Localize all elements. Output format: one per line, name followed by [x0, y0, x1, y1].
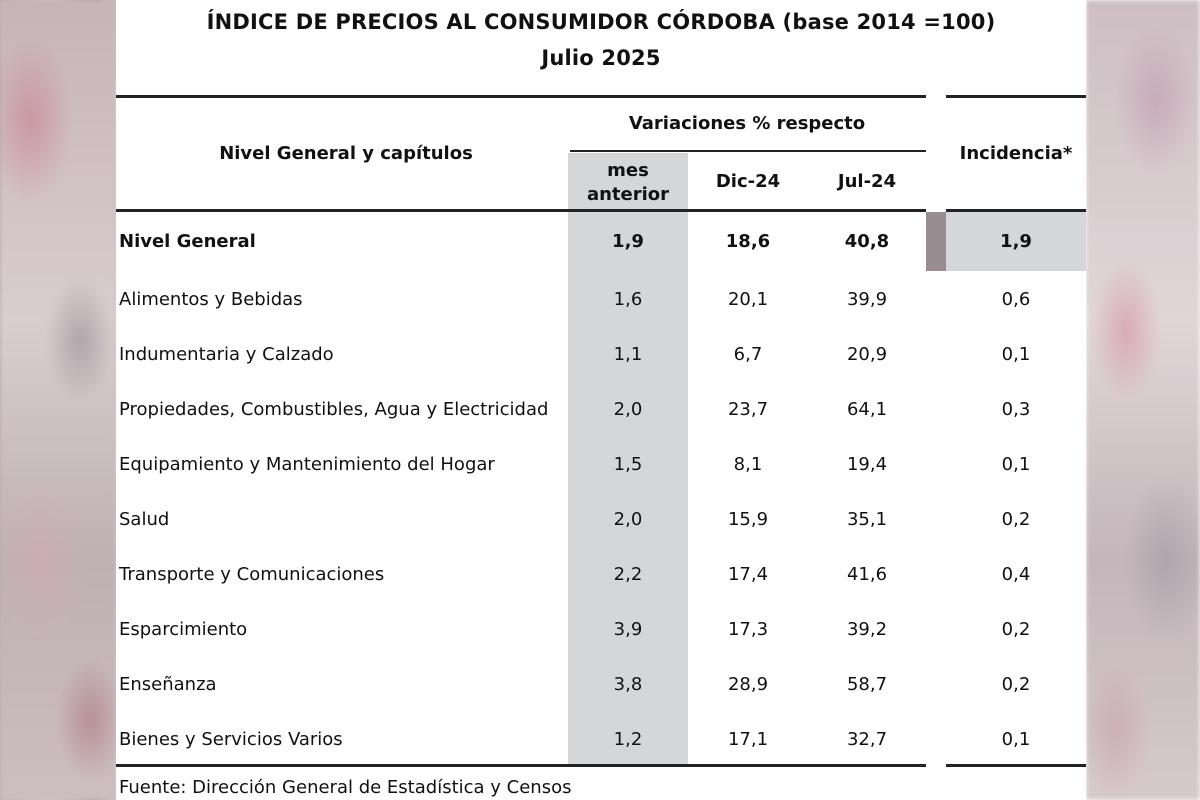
value-mes-anterior: 1,1: [613, 344, 643, 365]
value-mes-anterior: 2,0: [613, 509, 643, 530]
value-jul24: 58,7: [846, 674, 888, 695]
group-header-rule: [570, 150, 926, 152]
column-header-incidencia: Incidencia*: [959, 143, 1073, 164]
column-group-header: Variaciones % respecto: [628, 113, 866, 134]
table-title: ÍNDICE DE PRECIOS AL CONSUMIDOR CÓRDOBA …: [206, 10, 996, 34]
mes-anterior-column-shade: [568, 153, 688, 764]
value-mes-anterior: 1,5: [613, 454, 643, 475]
value-mes-anterior: 1,6: [613, 289, 643, 310]
value-dic24: 20,1: [727, 289, 769, 310]
value-mes-anterior: 1,2: [613, 729, 643, 750]
row-label: Salud: [119, 509, 170, 530]
value-jul24: 41,6: [846, 564, 888, 585]
row-label: Alimentos y Bebidas: [119, 289, 303, 310]
value-incidencia: 0,1: [1001, 729, 1031, 750]
column-header-dic24: Dic-24: [715, 171, 781, 192]
value-jul24: 20,9: [846, 344, 888, 365]
table-bottom-rule: [116, 764, 926, 767]
value-incidencia: 1,9: [1000, 231, 1032, 252]
value-incidencia: 0,6: [1001, 289, 1031, 310]
header-top-rule-incidencia: [946, 95, 1086, 98]
value-jul24: 39,2: [846, 619, 888, 640]
row-label: Bienes y Servicios Varios: [119, 729, 343, 750]
value-incidencia: 0,2: [1001, 674, 1031, 695]
value-dic24: 8,1: [733, 454, 763, 475]
value-dic24: 6,7: [733, 344, 763, 365]
row-label: Esparcimiento: [119, 619, 248, 640]
value-dic24: 28,9: [727, 674, 769, 695]
table-bottom-rule-incidencia: [946, 764, 1086, 767]
value-incidencia: 0,2: [1001, 619, 1031, 640]
value-jul24: 35,1: [846, 509, 888, 530]
blurred-background-right: [1086, 0, 1200, 800]
value-jul24: 40,8: [844, 231, 890, 252]
value-dic24: 17,4: [727, 564, 769, 585]
value-dic24: 18,6: [725, 231, 771, 252]
value-mes-anterior: 3,9: [613, 619, 643, 640]
row-label: Propiedades, Combustibles, Agua y Electr…: [119, 399, 549, 420]
column-header-mes-anterior: mes anterior: [586, 160, 670, 205]
value-dic24: 17,3: [727, 619, 769, 640]
value-dic24: 23,7: [727, 399, 769, 420]
row-label: Equipamiento y Mantenimiento del Hogar: [119, 454, 495, 475]
header-bottom-rule: [116, 209, 926, 212]
blurred-background-left: [0, 0, 116, 800]
source-note: Fuente: Dirección General de Estadística…: [119, 777, 572, 798]
header-bottom-rule-incidencia: [946, 209, 1086, 212]
value-mes-anterior: 1,9: [612, 231, 644, 252]
table-subtitle: Julio 2025: [541, 46, 661, 70]
value-jul24: 64,1: [846, 399, 888, 420]
value-jul24: 39,9: [846, 289, 888, 310]
column-header-chapters: Nivel General y capítulos: [219, 143, 473, 164]
value-jul24: 32,7: [846, 729, 888, 750]
incidencia-general-shade: [946, 212, 1086, 271]
value-mes-anterior: 3,8: [613, 674, 643, 695]
value-dic24: 17,1: [727, 729, 769, 750]
header-top-rule: [116, 95, 926, 98]
value-dic24: 15,9: [727, 509, 769, 530]
value-incidencia: 0,1: [1001, 344, 1031, 365]
value-mes-anterior: 2,0: [613, 399, 643, 420]
row-label: Transporte y Comunicaciones: [119, 564, 385, 585]
column-header-jul24: Jul-24: [837, 171, 897, 192]
value-incidencia: 0,4: [1001, 564, 1031, 585]
value-incidencia: 0,1: [1001, 454, 1031, 475]
value-mes-anterior: 2,2: [613, 564, 643, 585]
row-label: Enseñanza: [119, 674, 217, 695]
value-incidencia: 0,2: [1001, 509, 1031, 530]
value-jul24: 19,4: [846, 454, 888, 475]
price-index-table: ÍNDICE DE PRECIOS AL CONSUMIDOR CÓRDOBA …: [116, 0, 1086, 800]
row-label: Indumentaria y Calzado: [119, 344, 334, 365]
incidencia-marker: [926, 212, 946, 271]
value-incidencia: 0,3: [1001, 399, 1031, 420]
row-label: Nivel General: [119, 231, 256, 252]
